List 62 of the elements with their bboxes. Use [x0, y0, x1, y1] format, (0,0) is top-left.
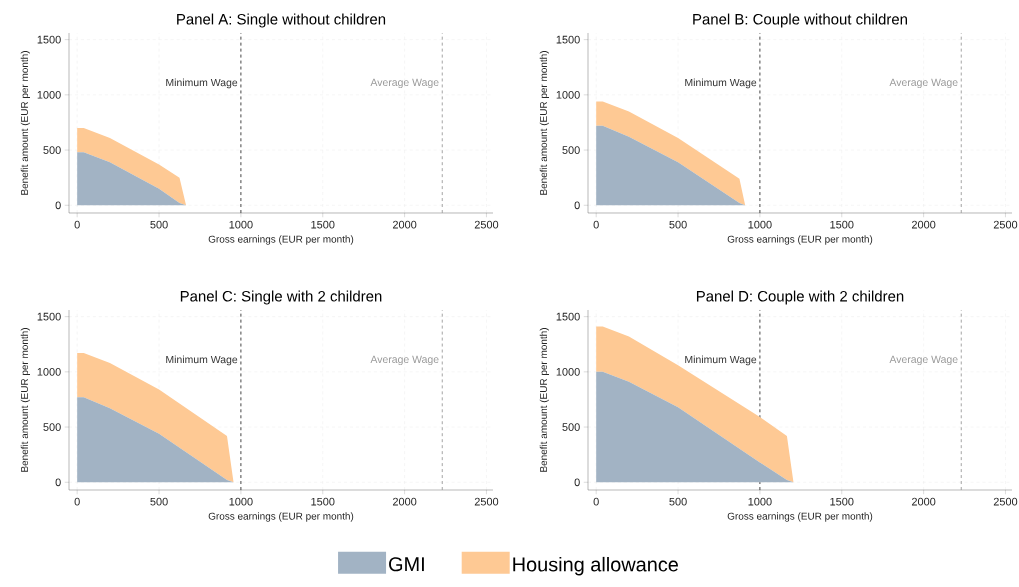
y-tick-label: 0	[55, 201, 61, 210]
x-tick-label: 2000	[392, 497, 417, 506]
y-axis-title: Benefit amount (EUR per month)	[539, 51, 550, 195]
x-tick-label: 0	[74, 497, 80, 506]
x-tick-label: 500	[669, 220, 687, 229]
x-tick-label: 2000	[911, 497, 936, 506]
chart-title: Panel C: Single with 2 children	[180, 290, 382, 305]
x-tick-label: 1000	[229, 220, 253, 229]
ref-line-label: Minimum Wage	[166, 78, 238, 89]
y-tick-label: 500	[43, 146, 61, 154]
y-tick-label: 1000	[556, 367, 580, 376]
x-tick-label: 1500	[311, 220, 335, 229]
x-tick-label: 2500	[474, 497, 499, 506]
y-tick-label: 1500	[37, 35, 61, 44]
ref-line-label: Minimum Wage	[685, 355, 757, 366]
chart-title: Panel D: Couple with 2 children	[696, 290, 904, 305]
y-tick-label: 1500	[37, 312, 61, 321]
y-axis-title: Benefit amount (EUR per month)	[539, 328, 550, 472]
y-axis-title: Benefit amount (EUR per month)	[20, 328, 30, 472]
legend-label: Housing allowance	[513, 556, 678, 576]
x-tick-label: 2500	[993, 497, 1018, 506]
x-tick-label: 2500	[474, 220, 499, 229]
ref-line-label: Average Wage	[370, 78, 439, 89]
x-tick-label: 2500	[993, 220, 1018, 229]
x-axis-title: Gross earnings (EUR per month)	[208, 235, 354, 245]
ref-line-label: Average Wage	[889, 355, 958, 366]
chart-title: Panel B: Couple without children	[693, 13, 907, 28]
x-tick-label: 0	[593, 220, 599, 229]
y-tick-label: 0	[574, 201, 580, 210]
x-tick-label: 500	[150, 220, 168, 229]
x-tick-label: 500	[669, 497, 687, 506]
x-axis-title: Gross earnings (EUR per month)	[727, 512, 873, 522]
x-tick-label: 1000	[229, 497, 253, 506]
y-tick-label: 1000	[37, 367, 61, 376]
y-tick-label: 500	[562, 146, 580, 154]
y-tick-label: 500	[43, 423, 61, 431]
ref-line-label: Minimum Wage	[685, 78, 757, 89]
legend-label: GMI	[389, 557, 424, 572]
ref-line-label: Minimum Wage	[166, 355, 238, 366]
y-tick-label: 500	[562, 423, 580, 431]
x-tick-label: 1500	[830, 497, 854, 506]
y-axis-title: Benefit amount (EUR per month)	[20, 51, 30, 195]
x-tick-label: 1500	[830, 220, 854, 229]
x-axis-title: Gross earnings (EUR per month)	[727, 235, 873, 245]
y-tick-label: 1000	[37, 90, 61, 99]
y-tick-label: 1500	[556, 312, 580, 321]
x-tick-label: 500	[150, 497, 168, 506]
x-tick-label: 1500	[311, 497, 335, 506]
x-tick-label: 0	[74, 220, 80, 229]
y-tick-label: 0	[55, 478, 61, 487]
y-tick-label: 0	[574, 478, 580, 487]
y-tick-label: 1000	[556, 90, 580, 99]
ref-line-label: Average Wage	[370, 355, 439, 366]
chart-title: Panel A: Single without children	[177, 13, 386, 28]
x-tick-label: 2000	[392, 220, 417, 229]
x-tick-label: 2000	[911, 220, 936, 229]
x-axis-title: Gross earnings (EUR per month)	[208, 512, 354, 522]
ref-line-label: Average Wage	[889, 78, 958, 89]
x-tick-label: 1000	[748, 497, 772, 506]
x-tick-label: 0	[593, 497, 599, 506]
x-tick-label: 1000	[748, 220, 772, 229]
y-tick-label: 1500	[556, 35, 580, 44]
